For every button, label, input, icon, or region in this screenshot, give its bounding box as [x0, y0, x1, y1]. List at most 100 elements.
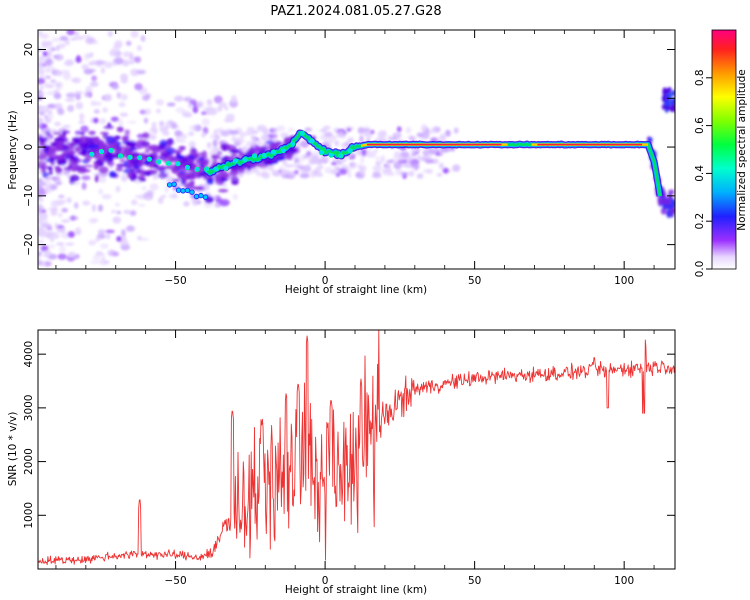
spectral-blob [98, 204, 103, 212]
spectral-blob [232, 193, 238, 200]
ridge-dot [180, 188, 186, 194]
spectral-blob [157, 172, 168, 179]
spectral-blob [98, 166, 109, 174]
x-tick-label: 0 [322, 575, 329, 587]
spectral-blob [115, 166, 123, 172]
spectral-blob [404, 160, 413, 169]
ridge-dot [223, 165, 229, 171]
spectral-blob [114, 202, 120, 207]
spectral-blob [308, 157, 318, 165]
spectral-blob [281, 173, 290, 179]
ridge-dot [137, 155, 143, 161]
spectral-blob [38, 240, 45, 243]
colorbar-tick-label: 0.4 [694, 165, 706, 182]
spectral-blob [74, 35, 85, 41]
spectral-blob [294, 157, 300, 164]
ridge-dot [242, 157, 248, 163]
spectral-blob [93, 109, 100, 114]
spectral-blob [97, 229, 106, 235]
spectral-blob [120, 73, 128, 80]
ridge-dot [175, 187, 182, 193]
spectral-blob [229, 149, 241, 154]
spectral-blob [126, 40, 132, 46]
spectral-blob [218, 102, 228, 108]
spectral-blob [43, 180, 52, 189]
ridge-dot [193, 193, 200, 200]
spectral-blob [114, 147, 120, 154]
spectral-blob [144, 108, 152, 115]
spectral-blob [108, 171, 117, 178]
ridge-dot [232, 158, 238, 164]
spectral-blob [405, 126, 412, 134]
spectral-blob [321, 128, 327, 133]
spectral-blob [209, 134, 216, 139]
spectral-blob [334, 140, 340, 147]
spectral-blob [228, 130, 239, 135]
spectral-blob [95, 237, 100, 242]
spectral-blob [38, 34, 48, 39]
spectral-blob [321, 142, 329, 146]
spectral-blob [319, 136, 327, 140]
spectral-blob [180, 133, 188, 139]
spectral-blob [303, 164, 312, 173]
spectral-blob [73, 202, 79, 209]
spectral-blob [137, 45, 142, 52]
spectral-blob [53, 102, 63, 109]
spectral-blob [284, 136, 291, 143]
spectral-blob [115, 185, 121, 193]
colorbar-label: Normalized spectral amplitude [736, 69, 748, 230]
spectral-blob [380, 155, 386, 164]
spectral-blob [127, 172, 133, 179]
spectral-blob [120, 229, 126, 237]
ridge-dot [318, 149, 325, 156]
spectral-blob [94, 136, 100, 144]
spectral-blob [647, 136, 653, 143]
spectral-blob [216, 106, 223, 112]
spectral-blob [94, 147, 100, 152]
spectral-blob [251, 130, 259, 134]
spectral-blob [281, 169, 290, 174]
x-tick-label: −50 [164, 575, 186, 587]
colorbar-tick-label: 0.6 [694, 117, 706, 134]
spectral-blob [411, 148, 422, 152]
snr-marks [38, 330, 675, 566]
x-tick-label: 100 [614, 275, 634, 287]
spectral-blob [245, 129, 254, 136]
spectral-blob [206, 178, 214, 185]
spectral-blob [104, 93, 112, 102]
spectral-blob [669, 106, 674, 112]
spectral-blob [178, 145, 186, 150]
spectral-blob [39, 105, 50, 114]
ridge-dot [280, 148, 286, 154]
spectrogram-frame [37, 29, 676, 270]
spectral-blob [180, 139, 186, 144]
ridge-dot [202, 194, 209, 200]
spectral-blob [170, 122, 178, 129]
spectral-blob [53, 179, 62, 184]
spectral-blob [38, 56, 46, 63]
spectral-blob [58, 43, 66, 49]
spectral-blob [361, 148, 367, 156]
y-tick-label: 3000 [23, 395, 35, 422]
spectral-blob [127, 120, 137, 124]
snr-ylabel: SNR (10 * v/v) [7, 412, 19, 487]
spectral-blob [240, 147, 249, 153]
spectral-blob [144, 149, 150, 154]
spectral-blob [54, 121, 61, 127]
spectral-blob [218, 188, 229, 193]
spectral-blob [59, 245, 66, 254]
spectral-blob [360, 156, 365, 164]
ridge-dot [117, 153, 124, 159]
spectral-blob [74, 130, 82, 135]
spectral-blob [220, 156, 228, 161]
ridge-dot [347, 148, 353, 154]
spectral-blob [320, 155, 326, 162]
ridge-dot [127, 154, 133, 160]
y-tick-label: 4000 [23, 341, 35, 368]
spectral-blob [119, 157, 125, 163]
spectral-blob [667, 87, 672, 93]
spectral-blob [66, 197, 72, 204]
spectral-blob [102, 154, 111, 159]
spectral-blob [46, 244, 56, 249]
spectral-blob [54, 143, 65, 151]
